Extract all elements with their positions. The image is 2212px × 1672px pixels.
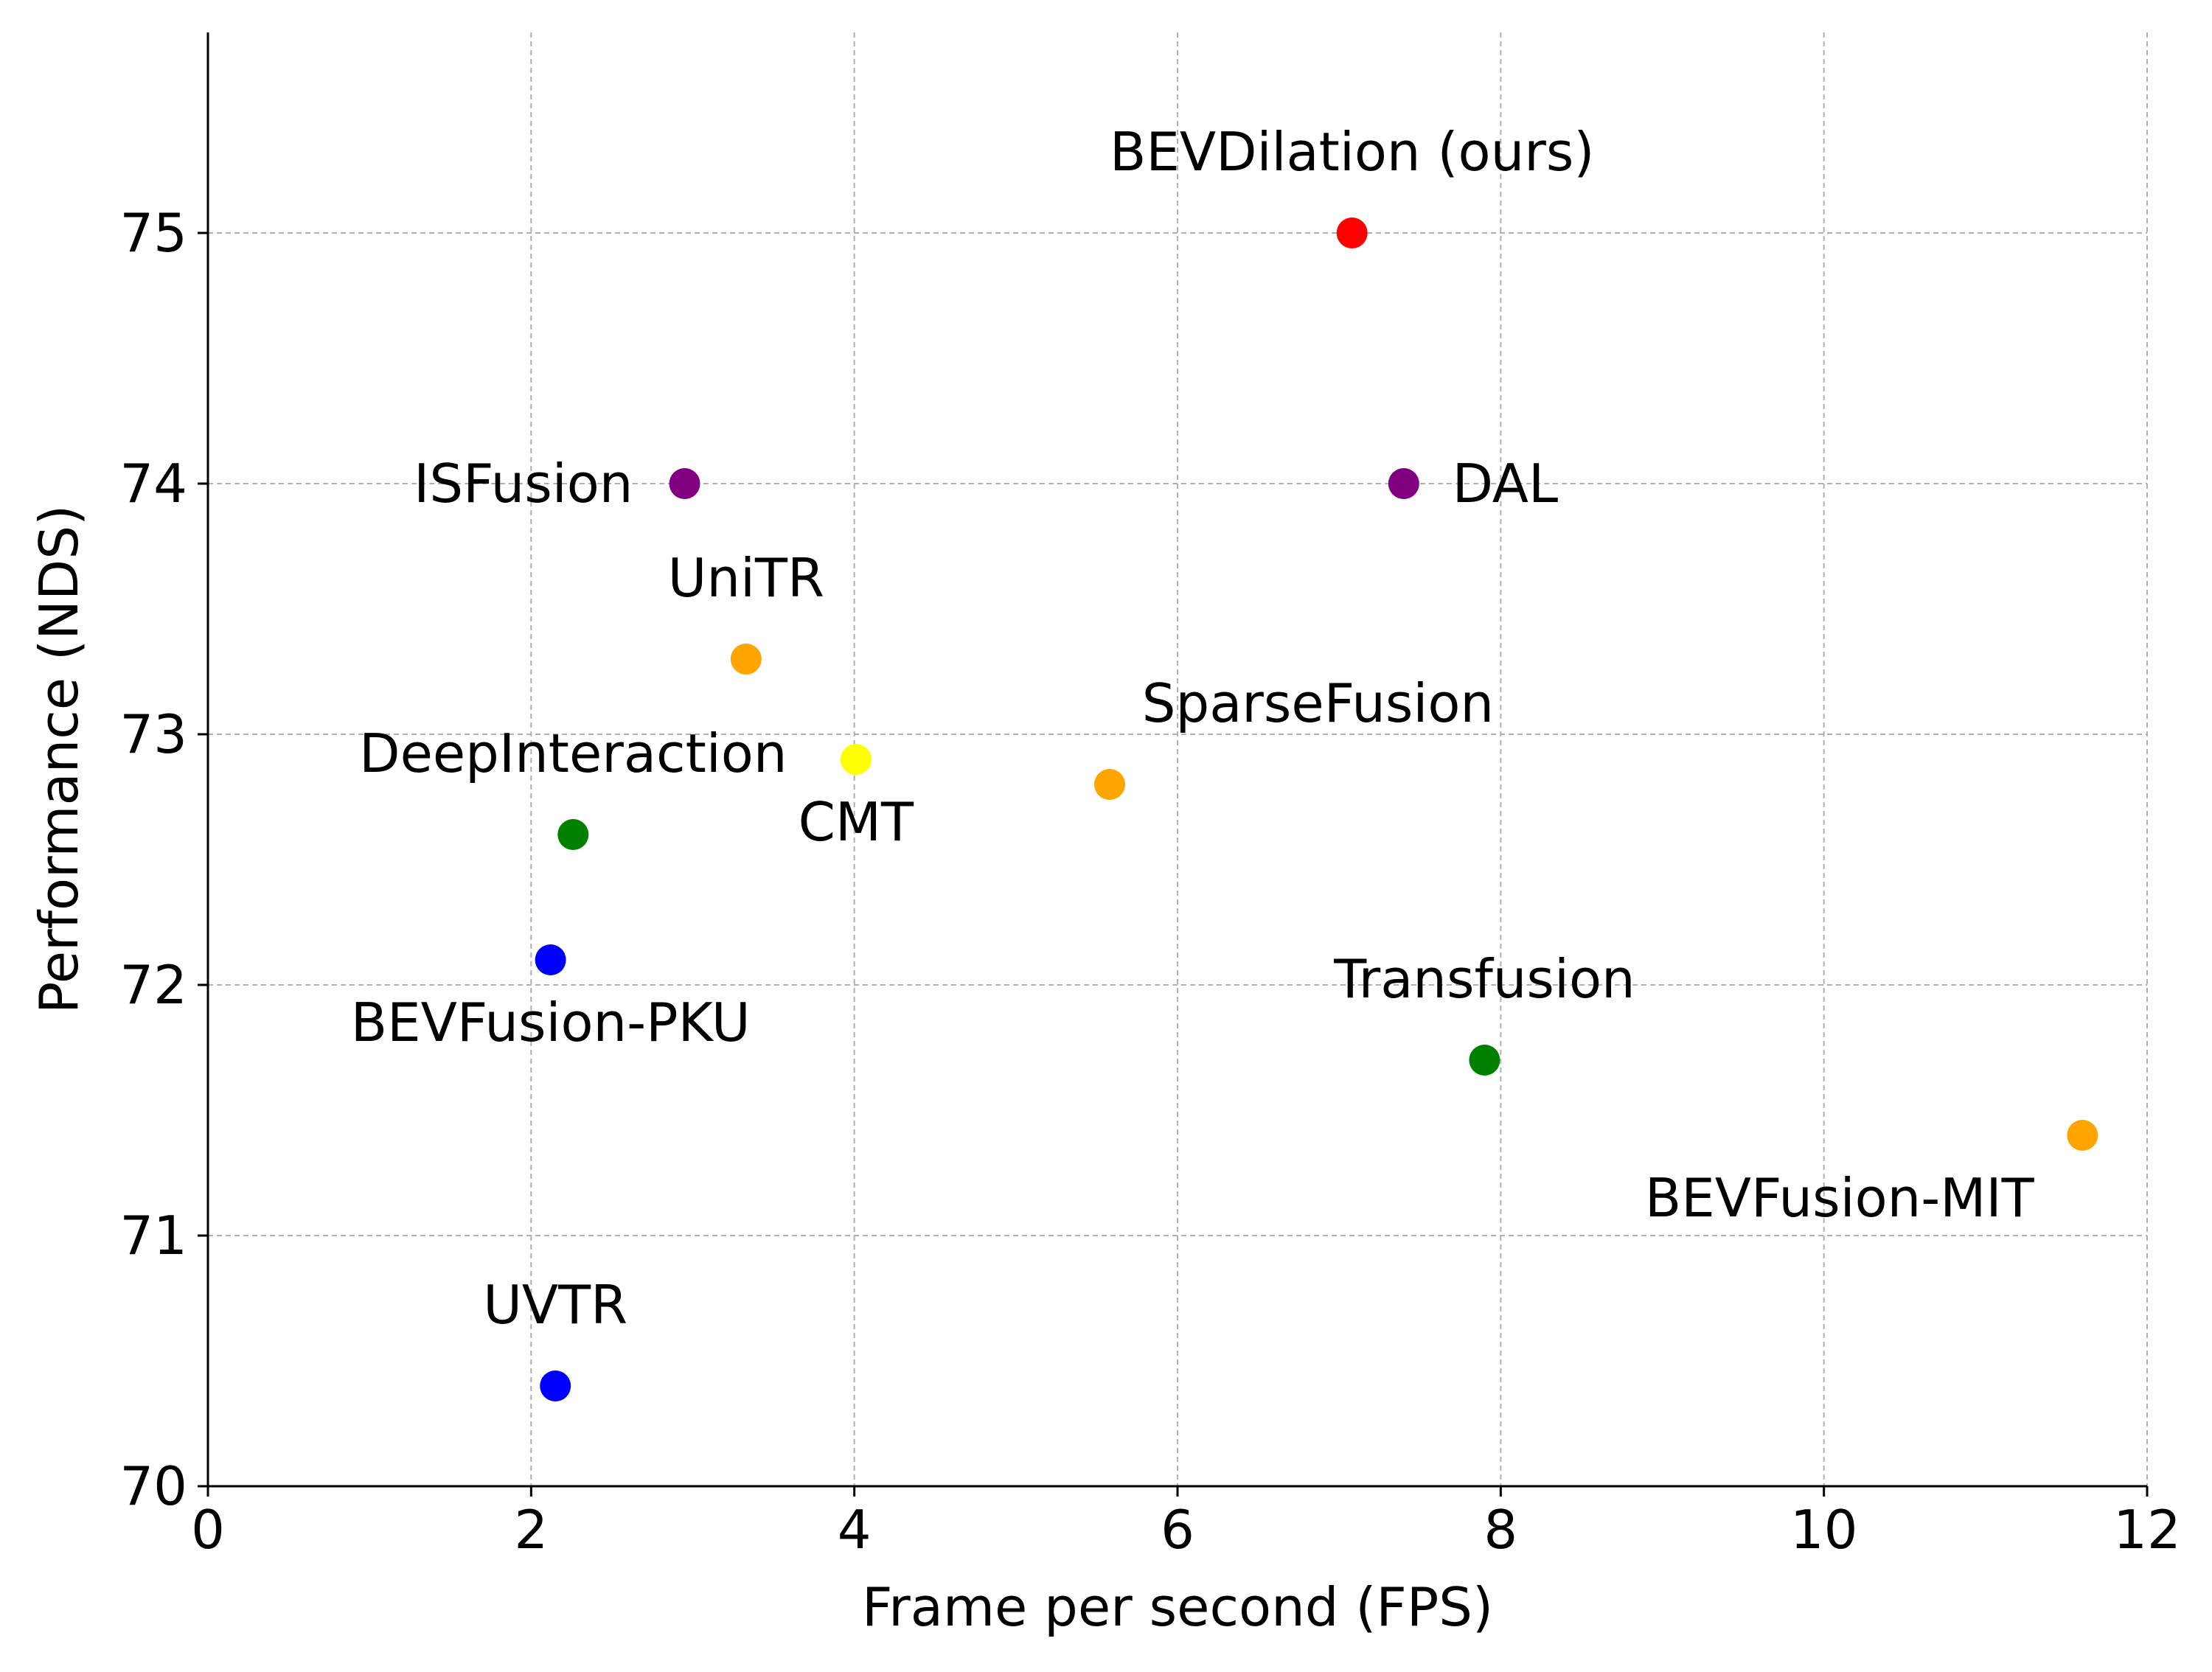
label-transfusion: Transfusion [1333,948,1635,1010]
x-tick-label: 2 [514,1499,548,1561]
label-bevdilation-ours: BEVDilation (ours) [1110,121,1595,183]
y-tick-label: 74 [119,453,187,515]
x-tick-label: 0 [191,1499,225,1561]
x-tick-label: 12 [2113,1499,2181,1561]
y-tick-label: 70 [119,1455,187,1517]
point-unitr [730,644,762,675]
label-cmt: CMT [799,791,914,853]
label-dal: DAL [1453,453,1559,515]
label-uvtr: UVTR [483,1274,627,1336]
point-deepinteraction [557,819,589,850]
y-tick-label: 75 [119,202,187,264]
y-tick-label: 71 [119,1205,187,1267]
point-sparsefusion [1093,769,1125,800]
point-dal [1388,468,1419,499]
point-labels: BEVDilation (ours) ISFusion DAL UniTR CMTDee… [351,121,2035,1336]
label-deepinteraction: DeepInteraction [359,722,787,784]
point-transfusion [1469,1045,1500,1076]
point-bevdilation-ours [1336,217,1368,248]
y-tick-label: 73 [119,703,187,765]
x-tick-label: 8 [1484,1499,1517,1561]
axis-ticks: 0 2 4 6 8 10 12 70 71 72 73 74 75 [119,202,2180,1561]
y-tick-label: 72 [119,954,187,1016]
point-cmt [840,744,872,775]
label-bevfusion-pku: BEVFusion-PKU [351,992,751,1053]
point-bevfusion-mit [2067,1120,2098,1151]
label-bevfusion-mit: BEVFusion-MIT [1645,1167,2035,1229]
point-uvtr [540,1370,571,1401]
data-points [535,217,2098,1401]
label-isfusion: ISFusion [414,453,633,515]
x-tick-label: 10 [1790,1499,1858,1561]
label-unitr: UniTR [668,547,824,609]
point-isfusion [669,468,700,499]
x-tick-label: 4 [838,1499,872,1561]
x-axis-title: Frame per second (FPS) [862,1576,1493,1638]
y-axis-title: Performance (NDS) [28,505,90,1014]
label-sparsefusion: SparseFusion [1142,672,1494,734]
point-bevfusion-pku [535,944,566,975]
x-tick-label: 6 [1161,1499,1194,1561]
